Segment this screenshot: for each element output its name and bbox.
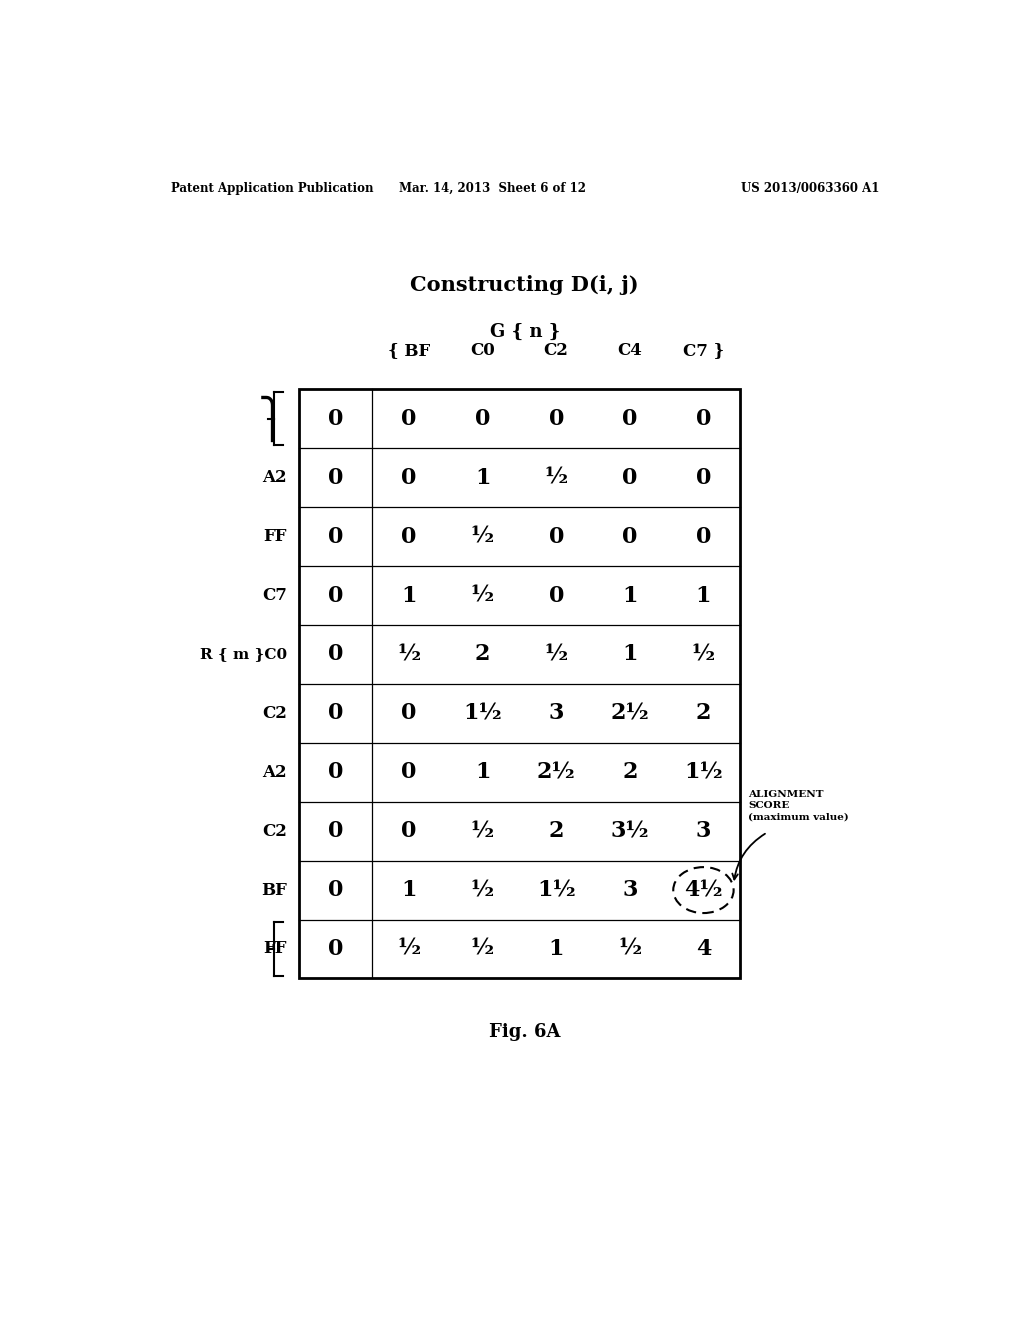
Text: C4: C4: [617, 342, 642, 359]
Text: ½: ½: [397, 939, 421, 960]
Text: ½: ½: [397, 643, 421, 665]
Text: 1½: 1½: [684, 762, 723, 783]
Text: 2½: 2½: [610, 702, 649, 725]
Text: ½: ½: [471, 879, 495, 902]
Text: 3: 3: [695, 820, 711, 842]
Text: C2: C2: [262, 822, 287, 840]
Text: 1: 1: [401, 879, 417, 902]
Text: Mar. 14, 2013  Sheet 6 of 12: Mar. 14, 2013 Sheet 6 of 12: [398, 182, 586, 194]
Text: 3½: 3½: [610, 820, 649, 842]
Text: C0: C0: [470, 342, 495, 359]
Text: Constructing D(i, j): Constructing D(i, j): [411, 276, 639, 296]
Text: 0: 0: [401, 467, 417, 488]
Text: 0: 0: [328, 762, 343, 783]
Text: ½: ½: [471, 525, 495, 548]
Text: 0: 0: [623, 467, 638, 488]
Text: C7: C7: [262, 587, 287, 605]
Text: C7 }: C7 }: [683, 342, 724, 359]
Text: 0: 0: [695, 525, 711, 548]
Text: ALIGNMENT
SCORE
(maximum value): ALIGNMENT SCORE (maximum value): [748, 789, 849, 821]
Text: 0: 0: [549, 525, 564, 548]
Text: { BF: { BF: [388, 342, 430, 359]
Text: 0: 0: [328, 939, 343, 960]
Text: 1: 1: [622, 585, 638, 607]
Text: R { m }C0: R { m }C0: [200, 648, 287, 661]
Text: FF: FF: [263, 940, 287, 957]
Text: 0: 0: [549, 585, 564, 607]
Text: 1: 1: [549, 939, 564, 960]
Text: US 2013/0063360 A1: US 2013/0063360 A1: [741, 182, 880, 194]
Text: 0: 0: [401, 702, 417, 725]
Text: 0: 0: [328, 702, 343, 725]
Text: 0: 0: [328, 525, 343, 548]
Text: 3: 3: [549, 702, 564, 725]
Text: 2: 2: [622, 762, 638, 783]
Text: 0: 0: [549, 408, 564, 430]
Bar: [299, 389, 740, 978]
Text: FF: FF: [263, 528, 287, 545]
Text: 0: 0: [328, 585, 343, 607]
Text: 0: 0: [475, 408, 490, 430]
Text: A2: A2: [262, 764, 287, 781]
Text: 3: 3: [623, 879, 638, 902]
Text: BF: BF: [261, 882, 287, 899]
Text: 4: 4: [695, 939, 711, 960]
Text: 2½: 2½: [537, 762, 575, 783]
Text: ⎫: ⎫: [258, 396, 287, 442]
Text: 1: 1: [401, 585, 417, 607]
Text: 0: 0: [401, 820, 417, 842]
Text: Fig. 6A: Fig. 6A: [489, 1023, 560, 1041]
Text: ½: ½: [618, 939, 641, 960]
Text: 1½: 1½: [537, 879, 575, 902]
Text: 0: 0: [328, 820, 343, 842]
Text: 0: 0: [695, 467, 711, 488]
Text: ½: ½: [471, 939, 495, 960]
Text: 1½: 1½: [463, 702, 502, 725]
Text: 1: 1: [475, 762, 490, 783]
Text: 1: 1: [695, 585, 712, 607]
Text: 2: 2: [549, 820, 564, 842]
Text: 2: 2: [695, 702, 712, 725]
Text: 0: 0: [328, 467, 343, 488]
Text: 0: 0: [328, 408, 343, 430]
Text: 1: 1: [622, 643, 638, 665]
Text: 1: 1: [475, 467, 490, 488]
Text: ½: ½: [545, 643, 568, 665]
Text: 0: 0: [623, 525, 638, 548]
Text: ½: ½: [692, 643, 715, 665]
Text: ½: ½: [471, 585, 495, 607]
Text: C2: C2: [544, 342, 568, 359]
Text: 0: 0: [401, 408, 417, 430]
Text: C2: C2: [262, 705, 287, 722]
Text: 0: 0: [401, 762, 417, 783]
Text: G { n }: G { n }: [489, 322, 560, 341]
Text: A2: A2: [262, 469, 287, 486]
Text: ½: ½: [545, 467, 568, 488]
Text: ½: ½: [471, 820, 495, 842]
Text: 0: 0: [328, 643, 343, 665]
Text: 0: 0: [695, 408, 711, 430]
Text: 2: 2: [475, 643, 490, 665]
Text: 0: 0: [401, 525, 417, 548]
Text: 4½: 4½: [684, 879, 723, 902]
Text: 0: 0: [328, 879, 343, 902]
Text: Patent Application Publication: Patent Application Publication: [171, 182, 373, 194]
Text: 0: 0: [623, 408, 638, 430]
